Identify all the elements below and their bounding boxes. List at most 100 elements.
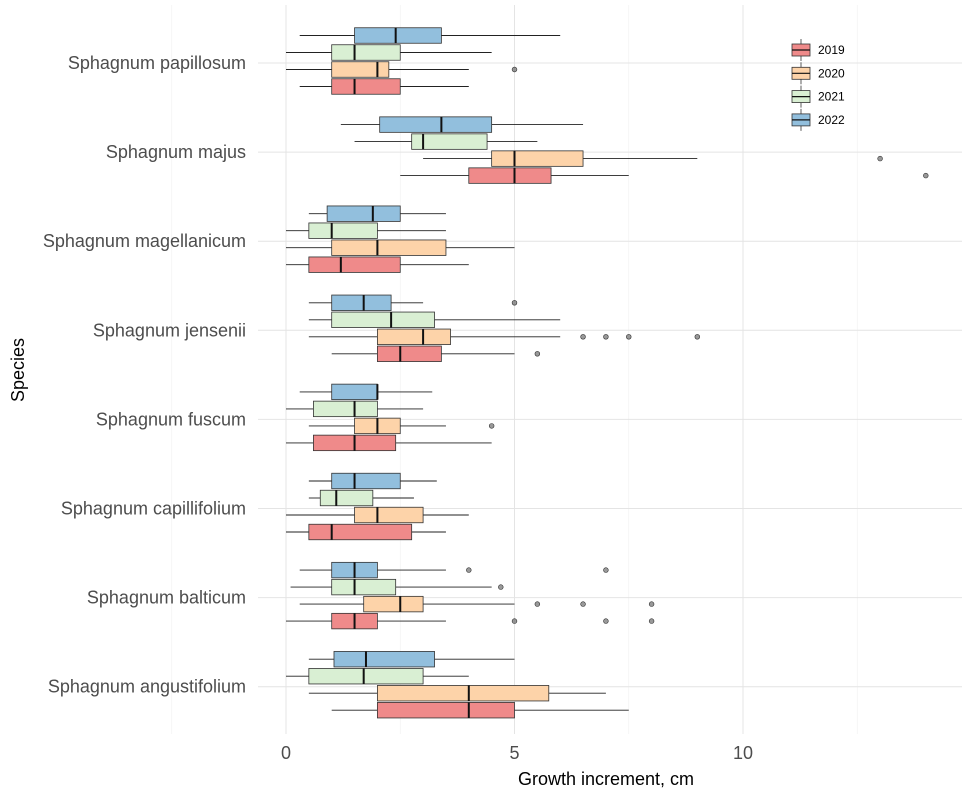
outlier-point (648, 618, 655, 624)
x-tick-label: 10 (733, 743, 753, 763)
x-tick-label: 0 (281, 743, 291, 763)
y-tick-label: Sphagnum fuscum (96, 409, 246, 429)
outlier-point (626, 334, 632, 340)
box-2021 (286, 44, 492, 61)
box-body (331, 78, 401, 95)
box-2022 (299, 383, 433, 401)
box-body (331, 44, 401, 61)
box-2020 (286, 239, 515, 256)
box-body (308, 668, 424, 685)
box-2021 (308, 311, 561, 328)
box-body (376, 685, 550, 702)
y-tick-label: Sphagnum majus (106, 142, 246, 162)
y-tick-label: Sphagnum angustifolium (48, 677, 246, 697)
box-2019 (400, 167, 929, 184)
legend-label: 2020 (818, 66, 845, 80)
box-body (331, 472, 401, 490)
box-body (468, 167, 552, 184)
y-axis-title: Species (8, 338, 28, 402)
legend-item-2019: 2019 (791, 39, 845, 61)
box-body (376, 328, 451, 345)
outlier-point (488, 423, 495, 429)
legend-item-2022: 2022 (791, 108, 845, 131)
box-2019 (331, 702, 629, 719)
outlier-point (877, 155, 883, 162)
box-body (376, 702, 515, 719)
box-2020 (308, 685, 606, 702)
legend-label: 2019 (818, 43, 845, 57)
box-2022 (340, 116, 584, 133)
legend: 2019 2020 2021 2022 (791, 39, 845, 131)
box-2022 (299, 561, 609, 579)
y-tick-label: Sphagnum jensenii (93, 320, 246, 340)
box-2022 (308, 205, 446, 222)
box-2019 (331, 345, 541, 362)
outlier-point (923, 172, 929, 179)
outlier-point (534, 601, 541, 607)
outlier-point (534, 351, 541, 357)
box-2020 (423, 150, 883, 167)
box-2021 (354, 133, 538, 150)
box-body (313, 400, 378, 418)
outlier-point (580, 601, 586, 607)
box-body (331, 383, 378, 401)
outlier-point (498, 584, 504, 590)
box-2022 (308, 294, 518, 311)
box-body (308, 256, 401, 273)
outlier-point (580, 334, 586, 340)
box-body (491, 150, 584, 167)
legend-item-2021: 2021 (791, 85, 845, 108)
box-2019 (286, 434, 492, 452)
box-2022 (308, 472, 437, 490)
box-body (331, 294, 392, 311)
box-2020 (308, 417, 495, 435)
y-tick-label: Sphagnum capillifolium (61, 499, 246, 519)
box-body (411, 133, 488, 150)
box-2020 (299, 595, 655, 613)
y-tick-label: Sphagnum magellanicum (43, 231, 246, 251)
box-2022 (308, 651, 515, 668)
x-tick-label: 5 (509, 743, 519, 763)
box-body (308, 222, 378, 239)
box-2020 (308, 328, 700, 345)
legend-label: 2022 (818, 113, 845, 127)
box-2019 (286, 256, 469, 273)
outlier-point (648, 601, 655, 607)
outlier-point (603, 567, 609, 573)
box-body (376, 345, 442, 362)
box-body (331, 239, 447, 256)
box-body (379, 116, 493, 133)
box-body (326, 205, 401, 222)
box-layer (286, 27, 929, 719)
box-2019 (286, 612, 655, 630)
box-2020 (286, 506, 469, 524)
box-body (308, 523, 413, 541)
box-2021 (290, 578, 504, 596)
box-body (331, 578, 397, 596)
box-body (331, 311, 435, 328)
y-tick-label: Sphagnum balticum (87, 588, 246, 608)
box-2019 (299, 78, 469, 95)
box-2020 (286, 61, 518, 78)
outlier-point (511, 66, 518, 73)
box-2021 (308, 489, 414, 507)
box-body (363, 595, 424, 613)
legend-item-2020: 2020 (791, 62, 845, 85)
outlier-point (694, 334, 700, 340)
box-body (354, 506, 424, 524)
box-2019 (286, 523, 446, 541)
box-2022 (299, 27, 561, 44)
box-2021 (286, 668, 469, 685)
box-body (331, 61, 390, 78)
box-body (333, 651, 435, 668)
outlier-point (511, 618, 518, 624)
legend-label: 2021 (818, 90, 845, 104)
box-body (354, 27, 442, 44)
outlier-point (511, 300, 518, 306)
box-2021 (286, 400, 424, 418)
x-axis-title: Growth increment, cm (518, 769, 694, 789)
y-tick-label: Sphagnum papillosum (68, 53, 246, 73)
outlier-point (603, 334, 609, 340)
outlier-point (603, 618, 609, 624)
